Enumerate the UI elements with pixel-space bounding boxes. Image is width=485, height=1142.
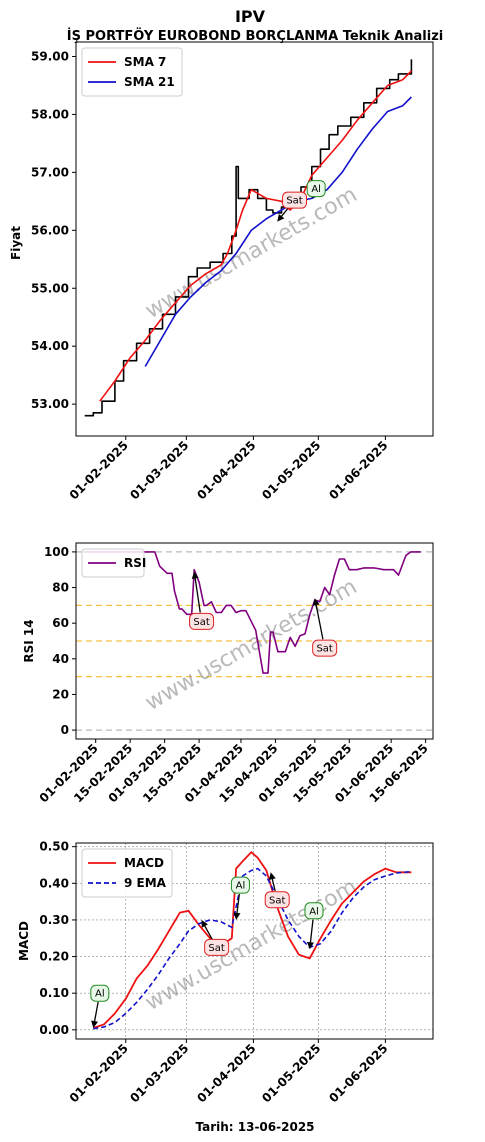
- annotation-arrow: [194, 576, 201, 613]
- legend-label: SMA 7: [124, 55, 166, 69]
- x-tick-label: 01-03-2025: [127, 1041, 191, 1105]
- y-tick-label: 40: [52, 652, 69, 666]
- y-tick-label: 0.50: [39, 840, 69, 854]
- watermark: www.uscmarkets.com: [141, 874, 361, 1016]
- y-tick-label: 57.00: [31, 165, 69, 179]
- y-tick-label: 100: [44, 545, 69, 559]
- x-tick-label: 01-04-2025: [194, 1041, 258, 1105]
- sell-signal-label: Sat: [286, 196, 302, 207]
- y-axis-label: MACD: [17, 921, 31, 961]
- series-line-9-ema: [93, 867, 412, 1030]
- plot-frame: [75, 842, 434, 1040]
- y-tick-label: 56.00: [31, 223, 69, 237]
- legend-box: [81, 848, 173, 898]
- buy-signal-label: Al: [309, 906, 319, 917]
- y-tick-label: 59.00: [31, 49, 69, 63]
- sell-signal-box: [189, 612, 215, 630]
- buy-signal-box: [230, 876, 250, 894]
- annotation-arrow: [236, 893, 240, 916]
- y-tick-label: 0.10: [39, 986, 69, 1000]
- x-tick-label: 01-03-2025: [127, 438, 191, 502]
- plot-frame: [75, 41, 434, 437]
- macd-panel: www.uscmarkets.comAlSatAlSatAl0.000.100.…: [17, 840, 434, 1105]
- watermark: www.uscmarkets.com: [141, 182, 361, 324]
- series-line-rsi: [83, 551, 421, 674]
- x-tick-label: 01-06-2025: [326, 1041, 390, 1105]
- annotation-arrow-head: [191, 571, 199, 579]
- sell-signal-box: [282, 191, 308, 209]
- buy-signal-label: Al: [95, 989, 105, 1000]
- legend-label: 9 EMA: [124, 876, 167, 890]
- y-tick-label: 80: [52, 581, 69, 595]
- x-tick-label: 01-02-2025: [67, 438, 131, 502]
- plot-frame: [75, 542, 434, 740]
- annotation-arrow: [203, 923, 213, 940]
- annotation-arrow: [315, 603, 324, 640]
- sell-signal-label: Sat: [193, 617, 209, 628]
- y-tick-label: 54.00: [31, 339, 69, 353]
- legend-box: [81, 47, 183, 97]
- annotation-arrow: [279, 206, 290, 219]
- buy-signal-box: [90, 984, 110, 1002]
- sell-signal-box: [312, 639, 338, 657]
- annotation-arrow: [309, 919, 314, 945]
- series-line-price: [84, 59, 413, 417]
- series-line-macd: [93, 851, 412, 1029]
- y-tick-label: 60: [52, 616, 69, 630]
- annotation-arrow-head: [201, 919, 208, 928]
- annotation-arrow: [93, 1001, 99, 1024]
- sell-signal-label: Sat: [208, 943, 224, 954]
- annotation-arrow: [271, 877, 276, 892]
- rsi-panel: www.uscmarkets.comSatSat02040608010001-0…: [22, 542, 434, 805]
- annotation-arrow-head: [91, 1020, 99, 1029]
- series-line-sma-7: [99, 70, 412, 402]
- y-tick-label: 0.00: [39, 1023, 69, 1037]
- sell-signal-box: [264, 891, 290, 909]
- legend-label: RSI: [124, 556, 146, 570]
- legend-label: SMA 21: [124, 75, 175, 89]
- annotation-arrow-head: [277, 213, 285, 222]
- x-tick-label: 01-05-2025: [259, 438, 323, 502]
- annotation-arrow-head: [312, 598, 320, 606]
- buy-signal-label: Al: [236, 881, 246, 892]
- y-tick-label: 0.30: [39, 913, 69, 927]
- y-tick-label: 0.40: [39, 876, 69, 890]
- y-tick-label: 20: [52, 687, 69, 701]
- x-tick-label: 01-05-2025: [259, 1041, 323, 1105]
- y-tick-label: 58.00: [31, 107, 69, 121]
- annotation-arrow-head: [233, 912, 241, 920]
- sell-signal-box: [204, 938, 230, 956]
- buy-signal-label: Al: [311, 184, 321, 195]
- sell-signal-label: Sat: [316, 644, 332, 655]
- y-tick-label: 53.00: [31, 397, 69, 411]
- buy-signal-box: [304, 902, 324, 920]
- y-axis-label: RSI 14: [22, 619, 36, 662]
- series-line-sma-21: [144, 96, 412, 367]
- x-tick-label: 01-04-2025: [194, 438, 258, 502]
- y-tick-label: 0: [61, 723, 69, 737]
- y-tick-label: 55.00: [31, 281, 69, 295]
- chart-subtitle: İŞ PORTFÖY EUROBOND BORÇLANMA Teknik Ana…: [67, 28, 443, 44]
- x-tick-label: 01-02-2025: [67, 1041, 131, 1105]
- y-tick-label: 0.20: [39, 950, 69, 964]
- chart-title: IPV: [235, 7, 266, 26]
- legend-label: MACD: [124, 856, 164, 870]
- x-tick-label: 01-02-2025: [37, 741, 101, 805]
- x-tick-label: 01-06-2025: [326, 438, 390, 502]
- annotation-arrow-head: [268, 872, 276, 880]
- annotation-arrow-head: [306, 941, 314, 950]
- y-axis-label: Fiyat: [9, 226, 23, 260]
- buy-signal-box: [306, 180, 326, 198]
- x-axis-label: Tarih: 13-06-2025: [195, 1120, 314, 1134]
- sell-signal-label: Sat: [269, 895, 285, 906]
